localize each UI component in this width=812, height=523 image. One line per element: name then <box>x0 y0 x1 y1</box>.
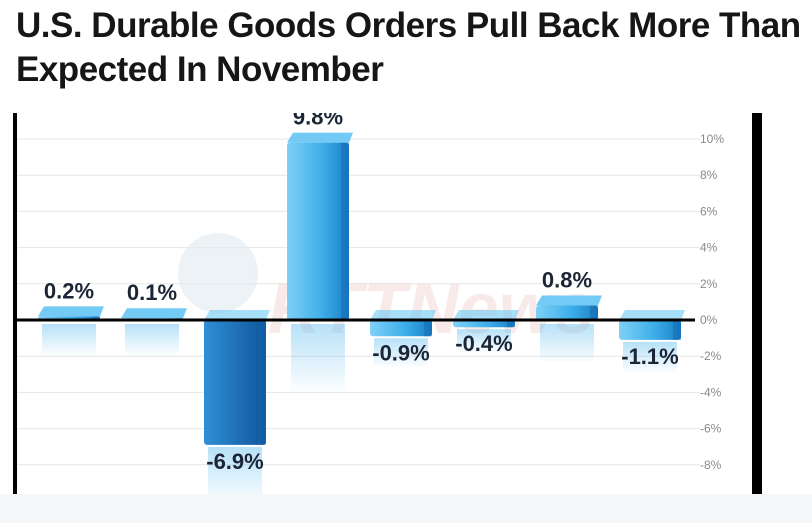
y-tick-label: -4% <box>700 385 722 399</box>
data-label: 0.8% <box>542 268 592 293</box>
y-tick-label: -2% <box>700 349 722 363</box>
y-tick-label: -6% <box>700 422 722 436</box>
footer-band <box>0 494 812 523</box>
data-label: 0.2% <box>44 278 94 303</box>
bar-reflection <box>540 324 594 365</box>
data-label: -0.9% <box>372 340 429 365</box>
y-tick-label: -8% <box>700 458 722 472</box>
page-title: U.S. Durable Goods Orders Pull Back More… <box>16 6 801 89</box>
data-label: 9.8% <box>293 113 343 130</box>
bar <box>370 310 436 337</box>
y-tick-label: 10% <box>700 132 724 146</box>
bar <box>204 310 270 445</box>
y-tick-label: 0% <box>700 313 718 327</box>
bar-reflection <box>42 324 96 357</box>
data-label: -0.4% <box>455 331 512 356</box>
data-label: -1.1% <box>621 344 678 369</box>
bar <box>619 310 685 340</box>
data-label: -6.9% <box>206 449 263 474</box>
chart-left-border <box>13 113 17 494</box>
bar-reflection <box>457 329 511 354</box>
y-tick-label: 6% <box>700 204 718 218</box>
bar-reflection <box>291 324 345 394</box>
bar-reflection <box>125 324 179 357</box>
zero-axis-line <box>17 318 695 322</box>
bar <box>287 132 353 320</box>
bar <box>38 306 104 320</box>
bar-chart: RTTNews 10%8%6%4%2%0%-2%-4%-6%-8%-10% 0.… <box>13 105 762 508</box>
chart: RTTNews 10%8%6%4%2%0%-2%-4%-6%-8%-10% 0.… <box>0 105 812 508</box>
y-tick-label: 2% <box>700 277 718 291</box>
bar <box>453 310 519 328</box>
data-label: 0.1% <box>127 280 177 305</box>
bar-reflection <box>374 338 428 369</box>
bar-reflection <box>623 341 677 374</box>
bar <box>536 295 602 320</box>
y-tick-label: 4% <box>700 241 718 255</box>
y-tick-label: 8% <box>700 168 718 182</box>
globe-icon <box>178 233 258 313</box>
chart-right-border <box>752 113 762 494</box>
